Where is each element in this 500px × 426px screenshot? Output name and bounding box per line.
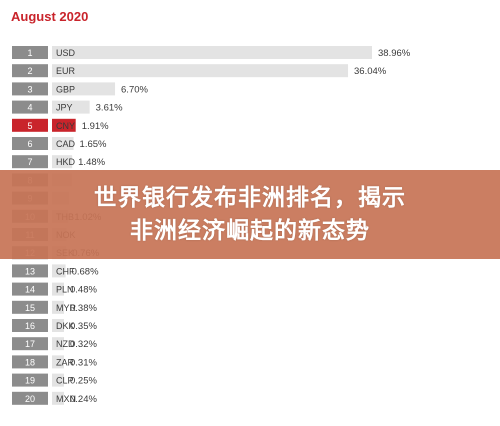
rank-label: 16: [25, 321, 35, 331]
bar-myr: [52, 300, 64, 314]
rank-label: 2: [27, 66, 32, 76]
rank-box: [12, 118, 48, 132]
rank-box: [12, 82, 48, 96]
value-label: 0.48%: [70, 285, 97, 296]
rank-box: [12, 46, 48, 59]
value-label: 1.91%: [82, 121, 109, 132]
value-label: 0.25%: [70, 376, 97, 387]
bar-clp: [52, 373, 64, 387]
rank-box: [12, 373, 48, 387]
rank-label: 13: [25, 266, 35, 276]
currency-label: NZD: [56, 339, 75, 349]
value-label: 0.35%: [70, 321, 97, 332]
rank-label: 6: [27, 139, 32, 149]
currency-label: USD: [56, 48, 76, 58]
currency-label: GBP: [56, 84, 75, 94]
value-label: 1.48%: [78, 157, 105, 168]
rank-box: [12, 391, 48, 405]
bar-mxn: [52, 391, 64, 405]
currency-label: ZAR: [56, 357, 75, 367]
bar-nzd: [52, 337, 64, 351]
rank-box: [12, 64, 48, 78]
currency-label: PLN: [56, 285, 74, 295]
rank-label: 14: [25, 285, 35, 295]
rank-box: [12, 337, 48, 351]
value-label: 38.96%: [378, 48, 411, 59]
value-label: 1.65%: [80, 139, 107, 150]
value-label: 0.68%: [72, 266, 99, 277]
rank-label: 20: [25, 394, 35, 404]
bar-pln: [52, 282, 64, 296]
rank-box: [12, 319, 48, 332]
rank-box: [12, 282, 48, 296]
currency-label: CLP: [56, 376, 74, 386]
bar-cad: [52, 137, 74, 150]
bar-dkk: [52, 319, 64, 332]
currency-label: MYR: [56, 303, 77, 313]
rank-label: 17: [25, 339, 35, 349]
bar-cny: [52, 118, 76, 132]
rank-label: 1: [27, 48, 32, 58]
value-label: 0.38%: [70, 303, 97, 314]
currency-label: CHF: [56, 266, 75, 276]
rank-box: [12, 264, 48, 278]
bar-eur: [52, 64, 349, 78]
currency-label: CAD: [56, 139, 76, 149]
rank-box: [12, 137, 48, 150]
headline-line-1: 世界银行发布非洲排名，揭示: [94, 184, 406, 211]
value-label: 36.04%: [354, 66, 387, 77]
rank-label: 19: [25, 376, 35, 386]
value-label: 0.31%: [70, 357, 97, 368]
rank-label: 5: [27, 121, 32, 131]
currency-label: EUR: [56, 66, 76, 76]
currency-label: JPY: [56, 103, 73, 113]
rank-label: 7: [27, 157, 32, 167]
rank-label: 4: [27, 103, 32, 113]
rank-box: [12, 155, 48, 169]
value-label: 3.61%: [96, 103, 123, 114]
value-label: 0.32%: [70, 339, 97, 350]
rank-label: 15: [25, 303, 35, 313]
bar-hkd: [52, 155, 73, 169]
rank-box: [12, 300, 48, 314]
rank-box: [12, 355, 48, 369]
chart-title: August 2020: [11, 9, 89, 24]
headline-line-2: 非洲经济崛起的新态势: [130, 217, 370, 244]
currency-label: DKK: [56, 321, 75, 331]
headline-banner: 世界银行发布非洲排名，揭示 非洲经济崛起的新态势: [0, 170, 500, 259]
bar-usd: [52, 46, 372, 59]
bar-jpy: [52, 100, 90, 114]
currency-label: HKD: [56, 157, 76, 167]
value-label: 6.70%: [121, 84, 148, 95]
bar-zar: [52, 355, 64, 369]
bar-gbp: [52, 82, 116, 96]
bar-chf: [52, 264, 66, 278]
value-label: 0.24%: [70, 394, 97, 405]
currency-label: MXN: [56, 394, 76, 404]
currency-label: CNY: [56, 121, 75, 131]
rank-box: [12, 100, 48, 114]
rank-label: 3: [27, 84, 32, 94]
rank-label: 18: [25, 357, 35, 367]
